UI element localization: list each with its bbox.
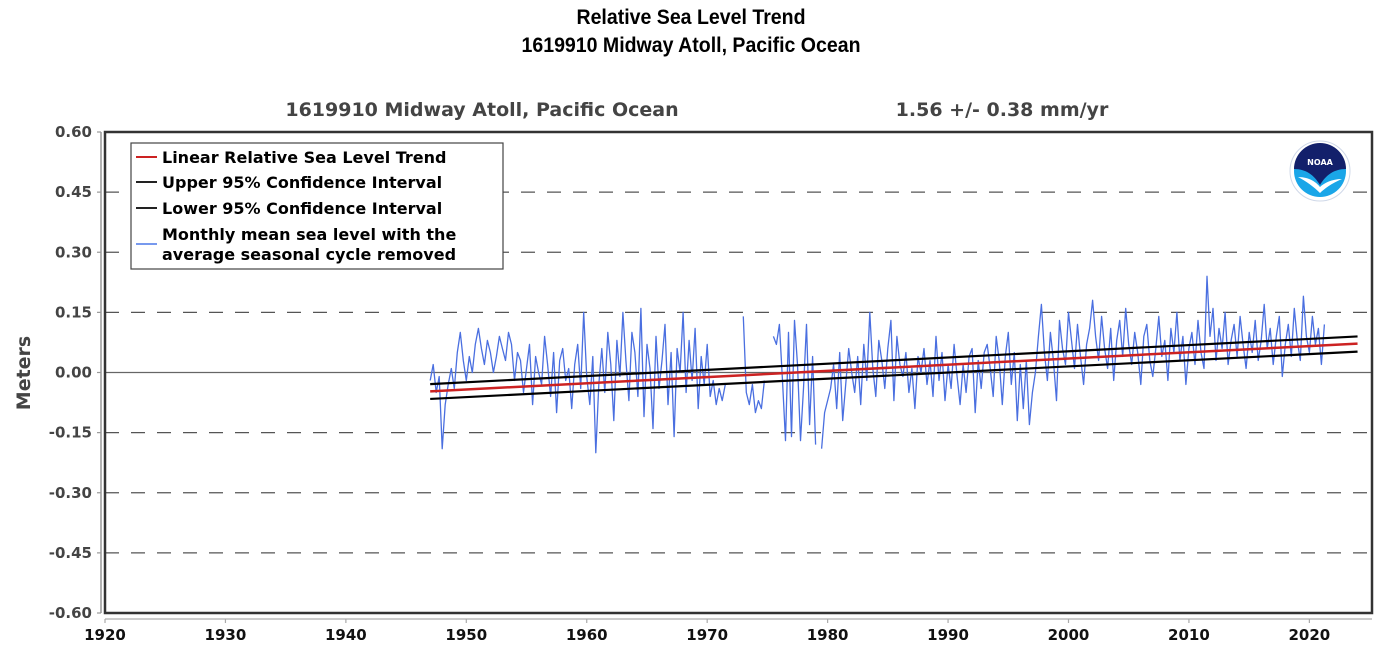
y-tick-label: 0.15 [55, 303, 92, 321]
x-tick-label: 1930 [205, 626, 247, 644]
station-label: 1619910 Midway Atoll, Pacific Ocean [285, 99, 678, 121]
y-tick-label: 0.45 [55, 183, 92, 201]
y-ticks: 0.60 0.45 0.30 0.15 0.00 -0.15 -0.30 -0.45 -0.60 [49, 123, 101, 622]
x-tick-label: 1970 [686, 626, 728, 644]
x-tick-label: 1940 [325, 626, 367, 644]
x-tick-label: 2010 [1168, 626, 1210, 644]
plot-frame [103, 130, 1374, 615]
x-tick-label: 1990 [927, 626, 969, 644]
series-lower-ci [430, 350, 1358, 401]
chart-subtitle: 1619910 Midway Atoll, Pacific Ocean [521, 34, 861, 57]
svg-text:NOAA: NOAA [1307, 158, 1333, 167]
y-axis-label: Meters [13, 336, 35, 410]
series-monthly-mean [429, 275, 1326, 454]
x-tick-label: 1920 [84, 626, 126, 644]
legend-label-lower-ci: Lower 95% Confidence Interval [162, 199, 442, 218]
legend-label-trend: Linear Relative Sea Level Trend [162, 148, 446, 167]
noaa-logo: NOAA [1289, 140, 1351, 202]
y-tick-label: -0.30 [49, 484, 92, 502]
legend-label-upper-ci: Upper 95% Confidence Interval [162, 173, 442, 192]
legend: Linear Relative Sea Level Trend Upper 95… [130, 142, 504, 270]
y-tick-label: 0.30 [55, 243, 92, 261]
y-tick-label: -0.60 [49, 604, 92, 622]
legend-label-monthly-1: Monthly mean sea level with the [162, 225, 456, 244]
y-tick-label: -0.45 [49, 544, 92, 562]
chart-title: Relative Sea Level Trend [576, 6, 806, 29]
legend-box [130, 142, 504, 270]
y-tick-label: -0.15 [49, 424, 92, 442]
series-layer [429, 275, 1358, 454]
trend-label: 1.56 +/- 0.38 mm/yr [896, 99, 1109, 121]
x-ticks: 1920 1930 1940 1950 1960 1970 1980 1990 2000 2010… [84, 619, 1330, 644]
series-upper-ci [430, 335, 1358, 386]
y-tick-label: 0.00 [55, 364, 92, 382]
x-tick-label: 1960 [566, 626, 608, 644]
x-tick-label: 2000 [1048, 626, 1090, 644]
noaa-logo-bird [1294, 143, 1346, 185]
y-tick-label: 0.60 [55, 123, 92, 141]
x-tick-label: 2020 [1288, 626, 1330, 644]
series-trend-line [430, 342, 1358, 393]
x-tick-label: 1950 [445, 626, 487, 644]
legend-label-monthly-2: average seasonal cycle removed [162, 245, 456, 264]
x-tick-label: 1980 [807, 626, 849, 644]
